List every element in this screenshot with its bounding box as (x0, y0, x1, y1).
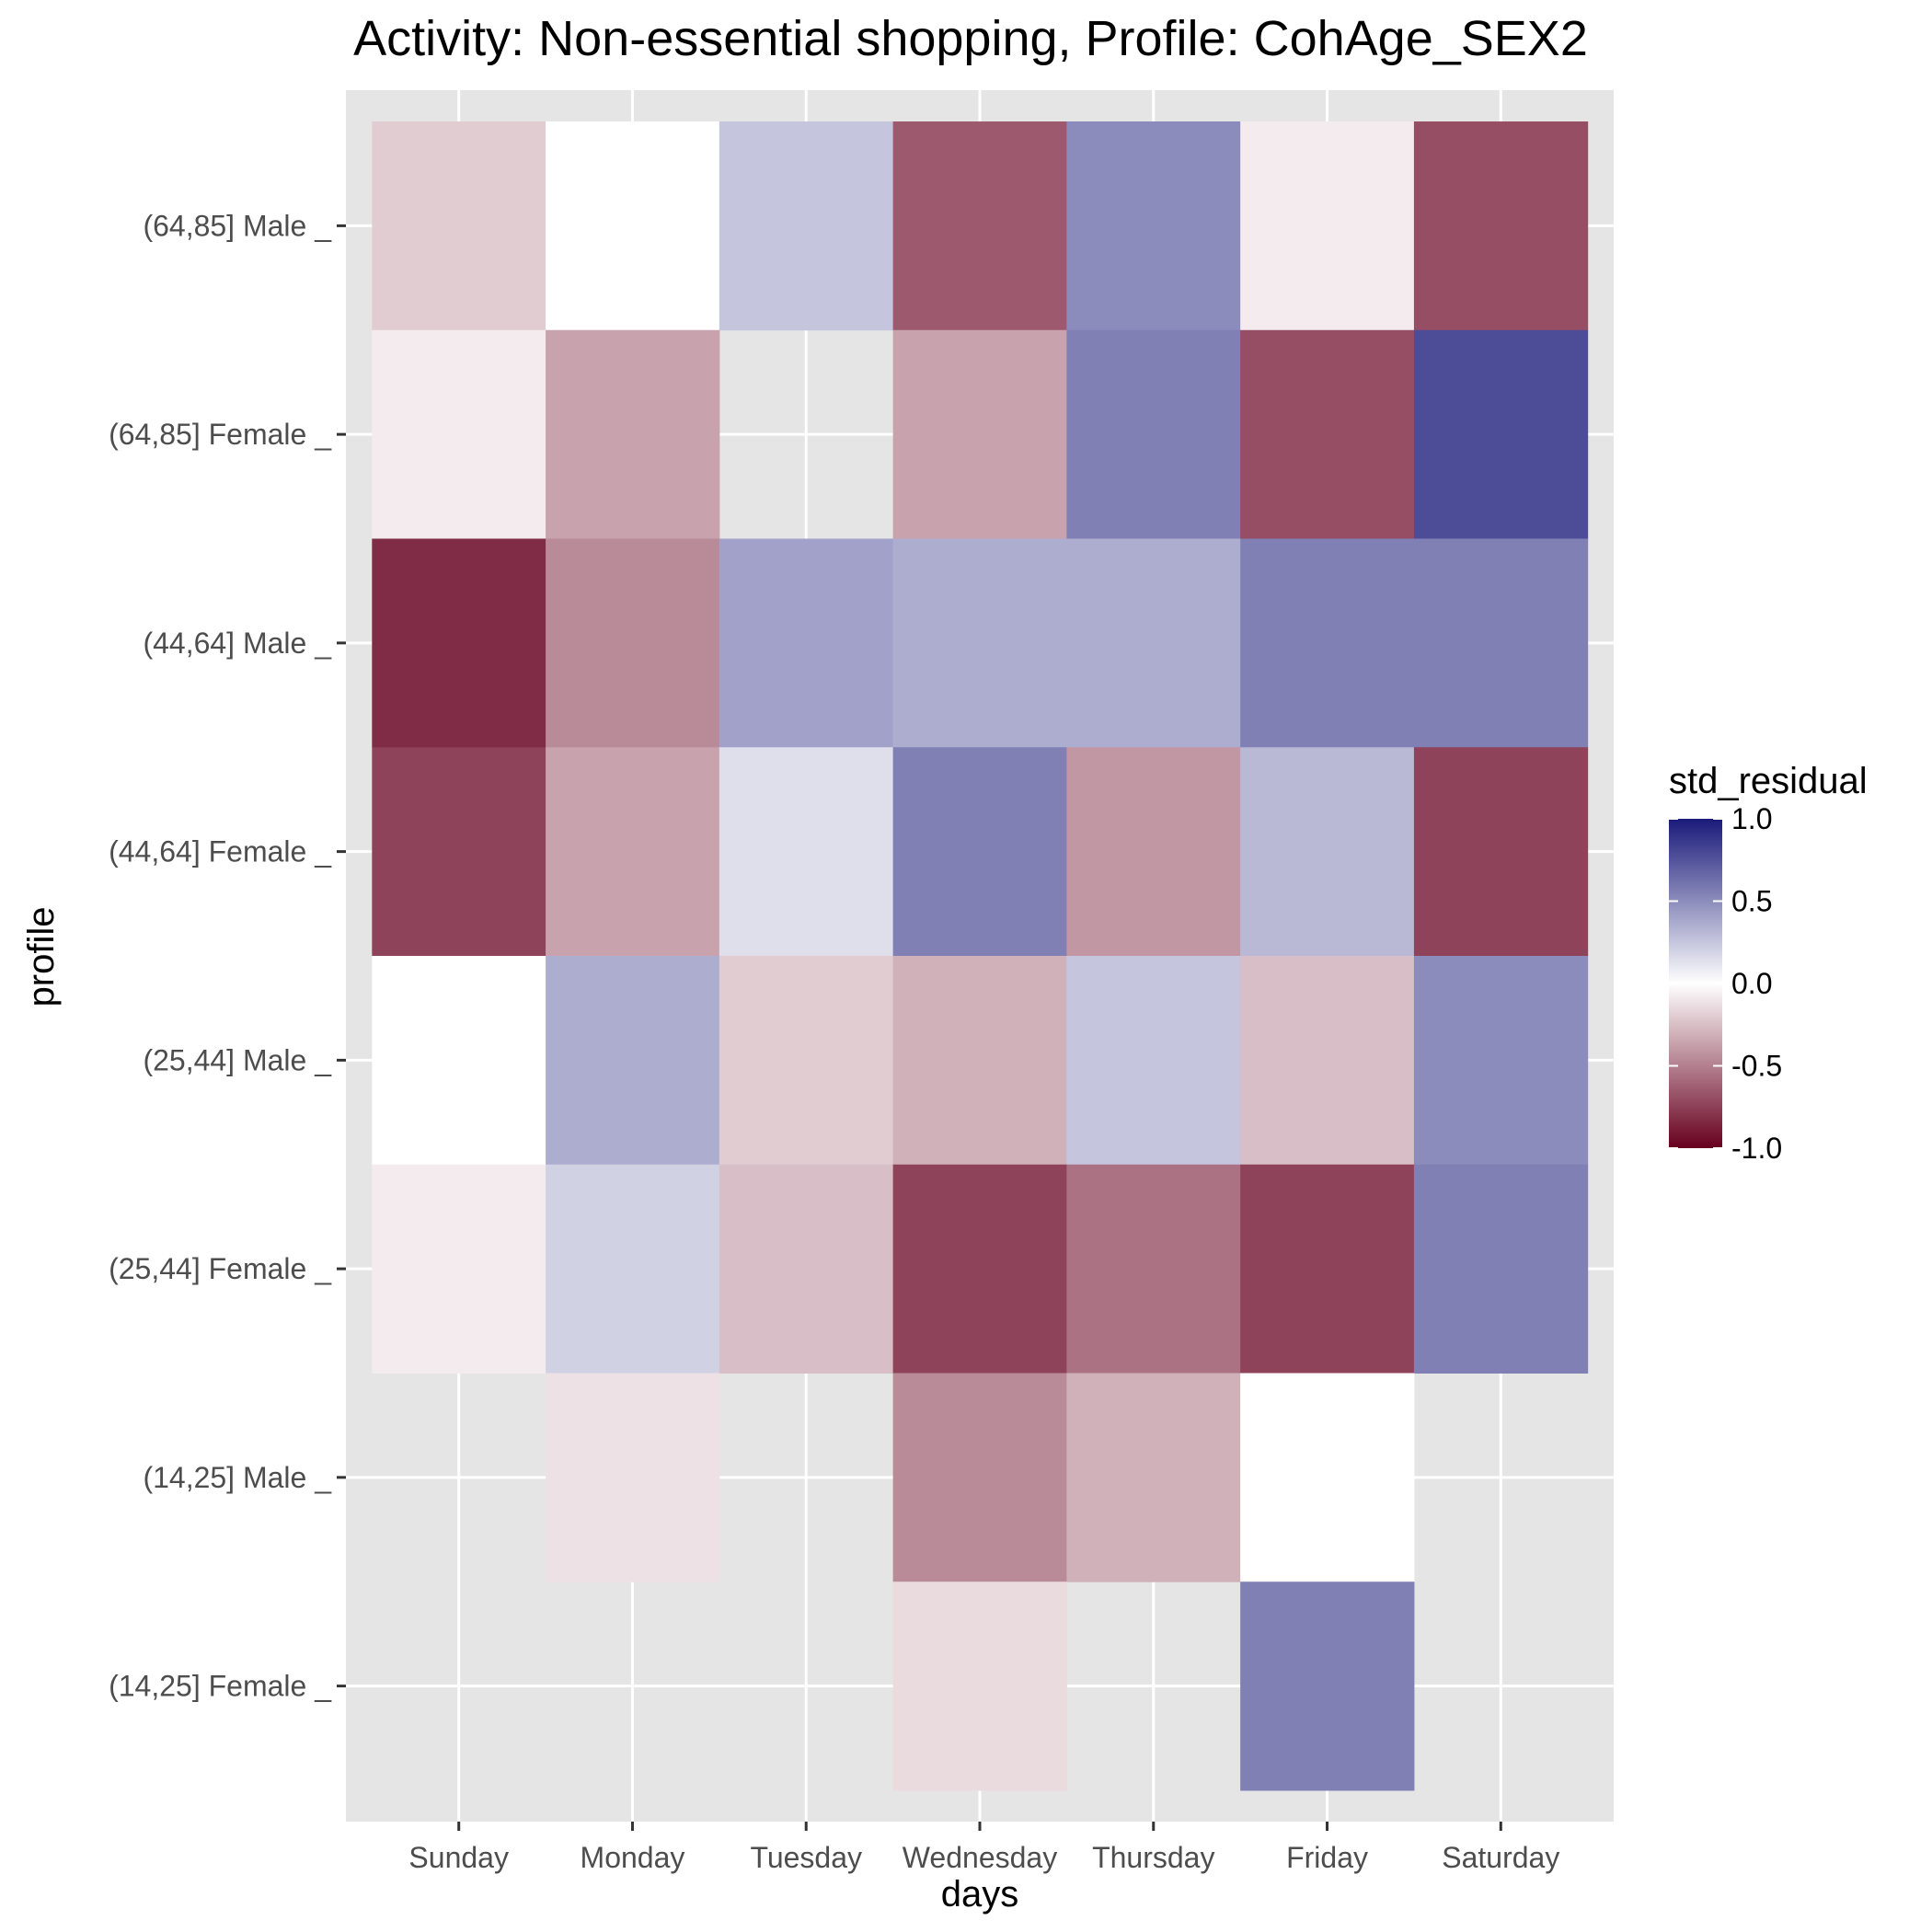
legend-tick-label: 1.0 (1731, 802, 1772, 835)
heatmap-tile (546, 121, 720, 331)
x-tick-label: Monday (581, 1841, 685, 1874)
y-tick-label: (44,64] Male _ (143, 627, 332, 660)
heatmap-tile (892, 1581, 1067, 1791)
y-tick-label: (25,44] Female _ (109, 1252, 332, 1285)
heatmap-tile (892, 1164, 1067, 1374)
heatmap-tile (892, 538, 1067, 748)
legend-tick-label: 0.5 (1731, 885, 1772, 918)
heatmap-tile (1240, 329, 1415, 540)
heatmap-tile (719, 956, 894, 1166)
heatmap-tile (892, 121, 1067, 331)
y-tick-label: (64,85] Female _ (109, 418, 332, 451)
heatmap-tile (719, 121, 894, 331)
heatmap-tile (372, 956, 546, 1166)
x-axis: Sunday Monday Tuesday Wednesday Thursday Frid… (408, 1822, 1559, 1874)
heatmap-tile (372, 747, 546, 957)
heatmap-tile (1066, 538, 1241, 748)
heatmap-tile (546, 329, 720, 540)
heatmap-tile (546, 1373, 720, 1582)
legend-tick-label: 0.0 (1731, 967, 1772, 1000)
heatmap-tile (892, 956, 1067, 1166)
x-tick-label: Thursday (1092, 1841, 1214, 1874)
heatmap-tile (1413, 747, 1589, 957)
heatmap-tile (1240, 1581, 1415, 1791)
heatmap-tile (1240, 956, 1415, 1166)
heatmap-tile (719, 747, 894, 957)
legend-title: std_residual (1669, 761, 1868, 801)
x-tick-label: Sunday (408, 1841, 509, 1874)
x-tick-label: Saturday (1442, 1841, 1559, 1874)
legend-ticks: 1.0 0.5 0.0 -0.5 -1.0 (1669, 802, 1782, 1165)
heatmap-tile (1240, 121, 1415, 331)
heatmap-tile (719, 1164, 894, 1374)
heatmap-tile (1066, 747, 1241, 957)
y-tick-label: (14,25] Female _ (109, 1670, 332, 1703)
y-axis-title: profile (21, 907, 62, 1007)
heatmap-tile (1240, 1164, 1415, 1374)
y-tick-label: (44,64] Female _ (109, 835, 332, 868)
heatmap-tile (372, 121, 546, 331)
heatmap-tile (1066, 956, 1241, 1166)
chart-title: Activity: Non-essential shopping, Profil… (353, 11, 1588, 66)
heatmap-tile (1413, 329, 1589, 540)
heatmap-tiles (372, 121, 1589, 1791)
heatmap-tile (1066, 329, 1241, 540)
legend-tick-label: -1.0 (1731, 1132, 1782, 1165)
legend-tick-label: -0.5 (1731, 1050, 1782, 1083)
heatmap-tile (1413, 538, 1589, 748)
heatmap-tile (719, 538, 894, 748)
heatmap-tile (372, 329, 546, 540)
x-axis-title: days (941, 1874, 1019, 1915)
color-legend: std_residual 1.0 0.5 0.0 -0.5 -1.0 (1669, 761, 1868, 1165)
heatmap-tile (1413, 121, 1589, 331)
heatmap-tile (546, 747, 720, 957)
heatmap-tile (1413, 1164, 1589, 1374)
heatmap-tile (1240, 747, 1415, 957)
y-tick-label: (14,25] Male _ (143, 1461, 332, 1494)
x-tick-label: Tuesday (750, 1841, 862, 1874)
heatmap-tile (1066, 1164, 1241, 1374)
x-tick-label: Friday (1286, 1841, 1368, 1874)
y-axis: (64,85] Male _ (64,85] Female _ (44,64] Ma… (109, 209, 346, 1703)
y-tick-label: (25,44] Male _ (143, 1043, 332, 1076)
heatmap-tile (892, 1373, 1067, 1582)
heatmap-tile (1240, 538, 1415, 748)
heatmap-tile (372, 538, 546, 748)
heatmap-tile (546, 538, 720, 748)
heatmap-tile (1066, 121, 1241, 331)
heatmap-tile (892, 747, 1067, 957)
heatmap-tile (1066, 1373, 1241, 1582)
y-tick-label: (64,85] Male _ (143, 209, 332, 242)
x-tick-label: Wednesday (903, 1841, 1057, 1874)
heatmap-tile (892, 329, 1067, 540)
heatmap-tile (1413, 956, 1589, 1166)
heatmap-tile (546, 956, 720, 1166)
heatmap-tile (546, 1164, 720, 1374)
heatmap-tile (1240, 1373, 1415, 1582)
heatmap-tile (372, 1164, 546, 1374)
